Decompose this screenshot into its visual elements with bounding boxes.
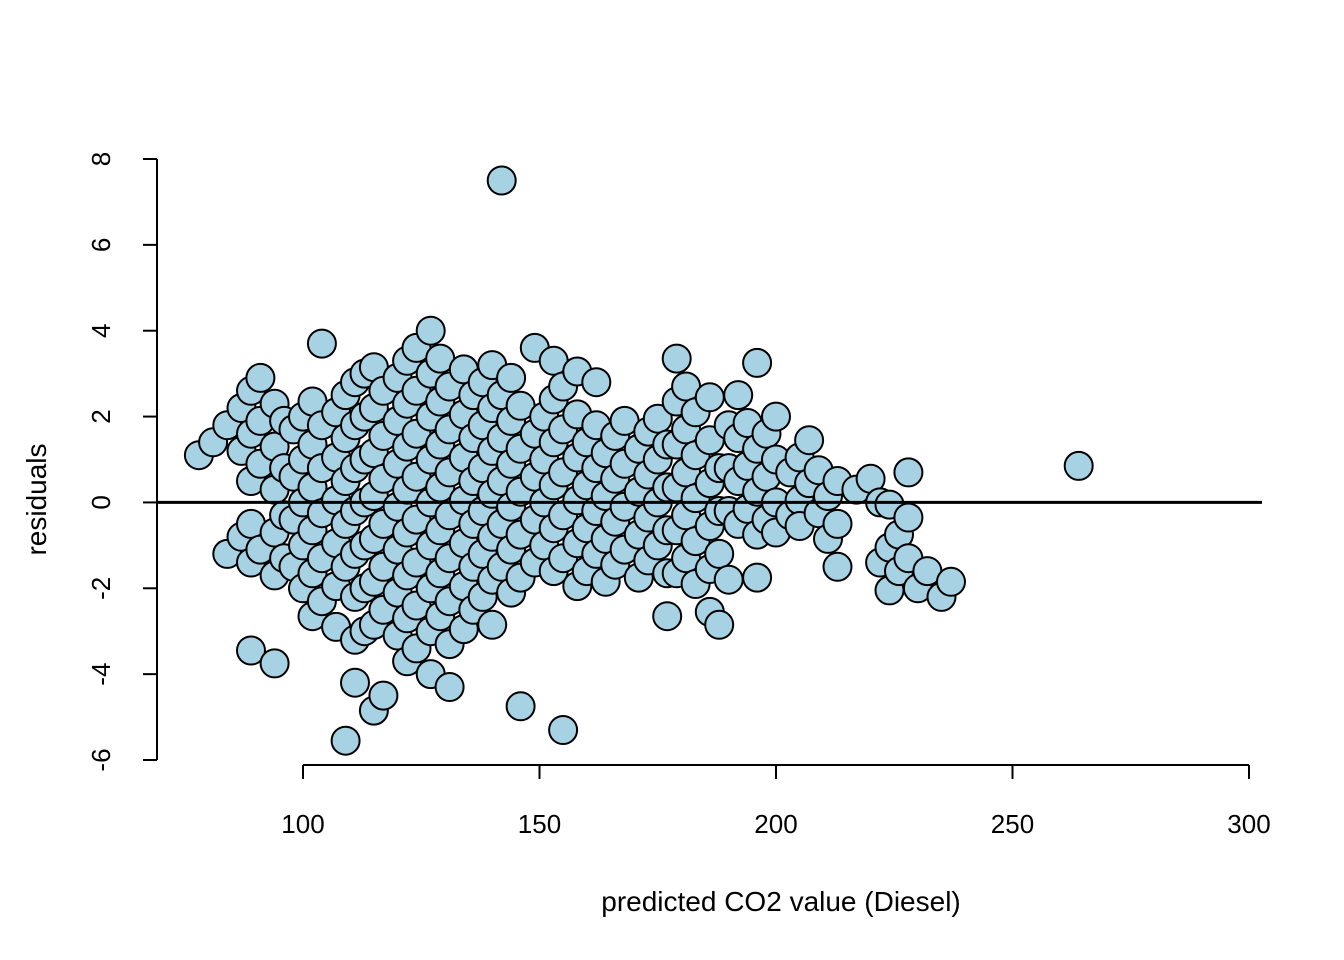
points-layer (183, 165, 1094, 756)
x-tick-label: 200 (754, 809, 797, 839)
data-point (761, 401, 791, 432)
data-point (548, 715, 579, 745)
data-point (723, 380, 754, 411)
x-tick-label: 150 (518, 809, 561, 839)
data-point (713, 564, 744, 595)
x-tick-label: 100 (281, 809, 324, 839)
data-point (742, 562, 773, 593)
data-point (368, 680, 399, 711)
data-point (652, 601, 683, 632)
y-tick-label: -6 (86, 748, 116, 771)
data-point (794, 425, 825, 456)
y-tick-label: 6 (86, 238, 116, 252)
data-point (1063, 450, 1094, 481)
x-axis-ticks: 100 150 200 250 300 (281, 765, 1271, 839)
data-point (330, 725, 361, 756)
y-tick-label: 8 (86, 152, 116, 166)
x-tick-label: 250 (991, 809, 1034, 839)
data-point (259, 648, 290, 679)
y-tick-label: 2 (86, 409, 116, 423)
y-tick-label: -4 (86, 663, 116, 686)
y-tick-label: 4 (86, 323, 116, 337)
data-point (245, 362, 276, 393)
data-point (642, 403, 673, 434)
y-axis-ticks: -6 -4 -2 0 2 4 6 8 (86, 152, 157, 772)
data-point (936, 566, 966, 597)
data-point (661, 343, 692, 374)
data-point (581, 367, 612, 398)
data-point (893, 502, 924, 533)
data-point (505, 691, 536, 722)
data-point (486, 165, 517, 196)
data-point (893, 457, 924, 488)
data-point (694, 382, 725, 413)
y-axis-title: residuals (21, 443, 52, 555)
data-point (236, 635, 266, 666)
data-point (306, 328, 337, 359)
data-point (704, 609, 735, 640)
y-tick-label: -2 (86, 577, 116, 600)
data-point (742, 347, 773, 378)
data-point (704, 538, 735, 569)
data-point (415, 315, 446, 346)
data-point (822, 508, 853, 539)
data-point (496, 362, 527, 393)
data-point (477, 609, 508, 640)
x-axis-title: predicted CO2 value (Diesel) (601, 886, 961, 917)
y-tick-label: 0 (86, 495, 116, 509)
data-point (434, 672, 465, 702)
data-point (340, 667, 370, 698)
data-point (822, 551, 853, 582)
x-tick-label: 300 (1227, 809, 1270, 839)
